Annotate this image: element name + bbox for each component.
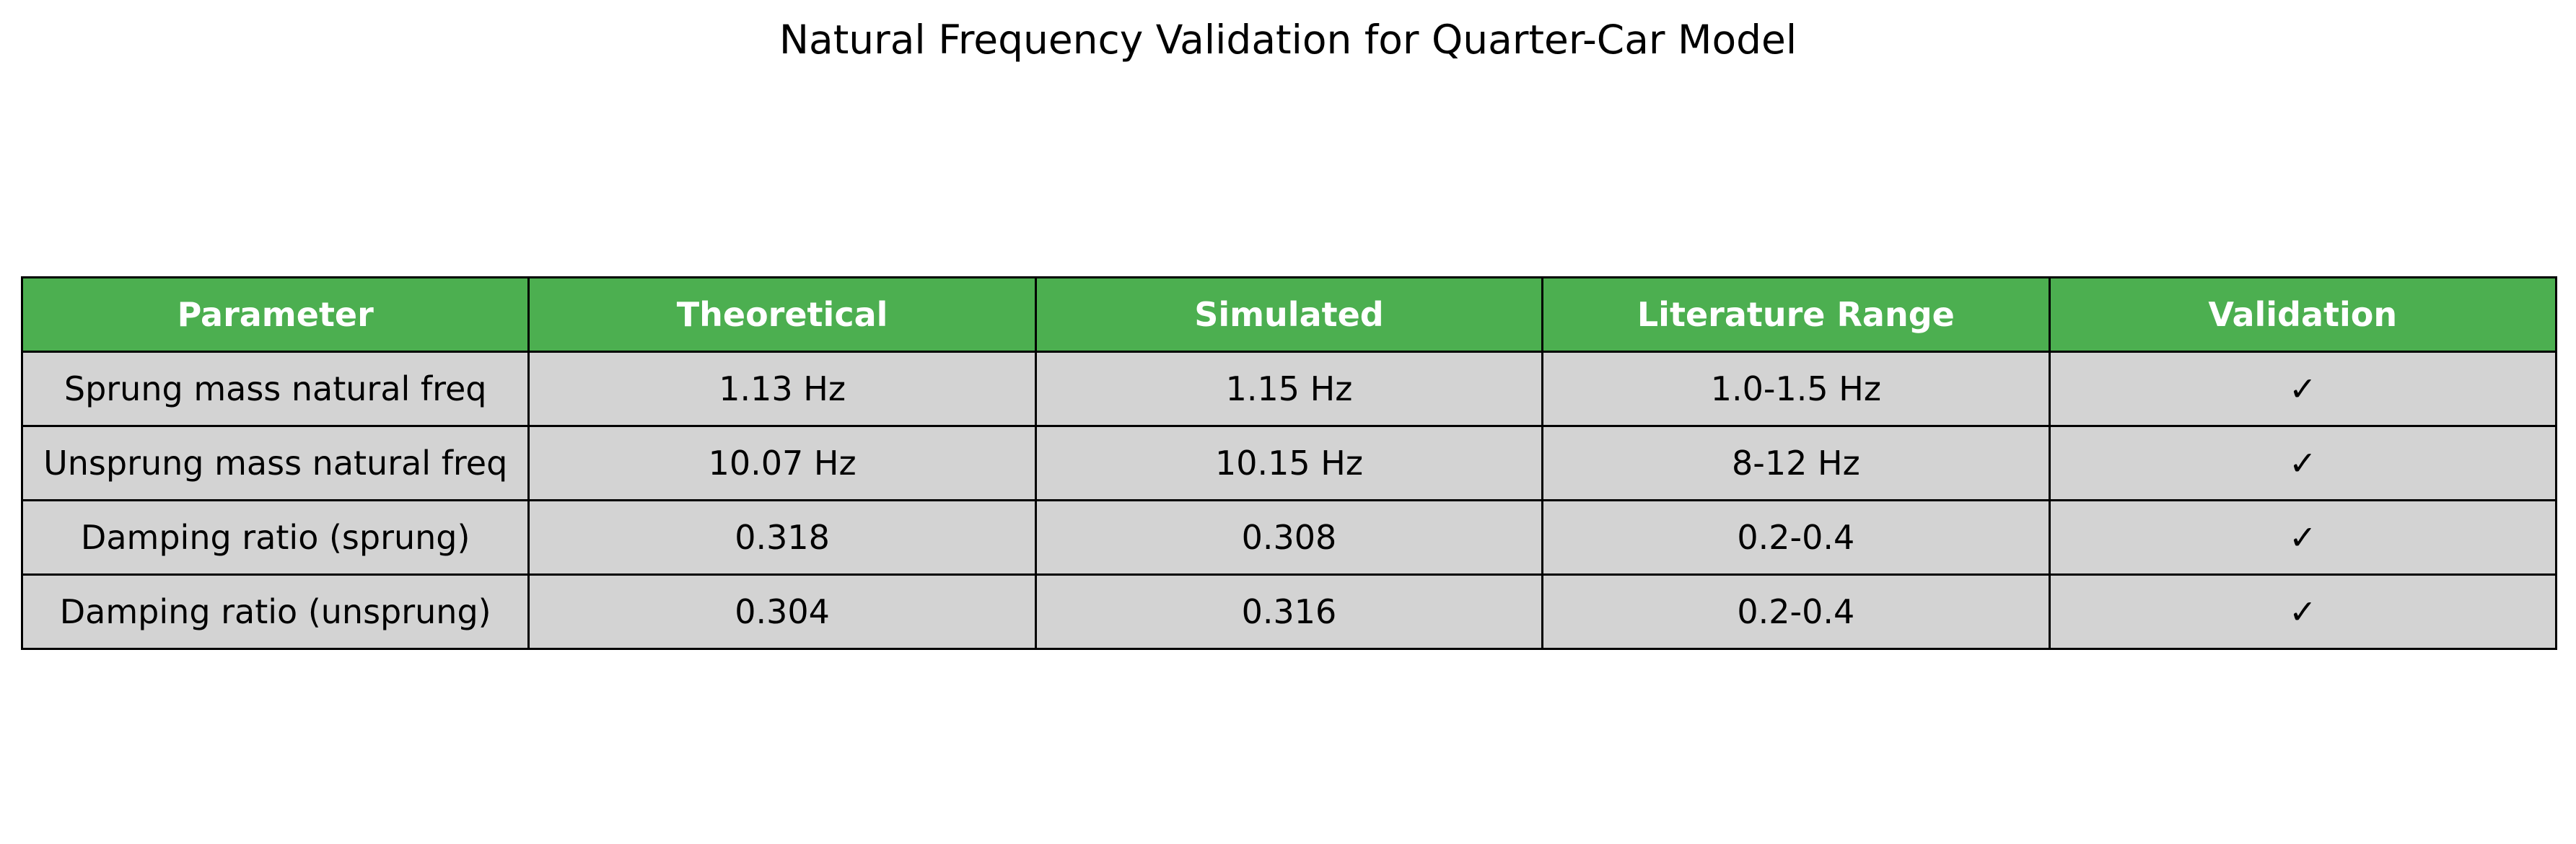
cell-theoretical: 0.304 — [527, 573, 1037, 650]
table-header-row: Parameter Theoretical Simulated Literatu… — [20, 276, 2557, 353]
table-row: Damping ratio (sprung) 0.318 0.308 0.2-0… — [20, 499, 2557, 576]
cell-parameter: Damping ratio (sprung) — [20, 499, 530, 576]
cell-simulated: 0.316 — [1034, 573, 1544, 650]
cell-parameter: Unsprung mass natural freq — [20, 425, 530, 501]
cell-literature-range: 0.2-0.4 — [1541, 499, 2051, 576]
table-row: Unsprung mass natural freq 10.07 Hz 10.1… — [20, 425, 2557, 501]
chart-title: Natural Frequency Validation for Quarter… — [779, 17, 1797, 63]
cell-simulated: 10.15 Hz — [1034, 425, 1544, 501]
validation-table-container: Parameter Theoretical Simulated Literatu… — [20, 276, 2557, 650]
header-validation: Validation — [2048, 276, 2557, 353]
cell-theoretical: 0.318 — [527, 499, 1037, 576]
cell-literature-range: 8-12 Hz — [1541, 425, 2051, 501]
cell-simulated: 1.15 Hz — [1034, 351, 1544, 427]
cell-parameter: Sprung mass natural freq — [20, 351, 530, 427]
header-theoretical: Theoretical — [527, 276, 1037, 353]
cell-theoretical: 10.07 Hz — [527, 425, 1037, 501]
cell-literature-range: 1.0-1.5 Hz — [1541, 351, 2051, 427]
header-literature-range: Literature Range — [1541, 276, 2051, 353]
header-simulated: Simulated — [1034, 276, 1544, 353]
cell-simulated: 0.308 — [1034, 499, 1544, 576]
header-parameter: Parameter — [20, 276, 530, 353]
validation-table: Parameter Theoretical Simulated Literatu… — [20, 276, 2557, 650]
cell-validation-check: ✓ — [2048, 573, 2557, 650]
cell-literature-range: 0.2-0.4 — [1541, 573, 2051, 650]
table-row: Sprung mass natural freq 1.13 Hz 1.15 Hz… — [20, 351, 2557, 427]
cell-validation-check: ✓ — [2048, 499, 2557, 576]
cell-parameter: Damping ratio (unsprung) — [20, 573, 530, 650]
cell-theoretical: 1.13 Hz — [527, 351, 1037, 427]
table-row: Damping ratio (unsprung) 0.304 0.316 0.2… — [20, 573, 2557, 650]
cell-validation-check: ✓ — [2048, 425, 2557, 501]
cell-validation-check: ✓ — [2048, 351, 2557, 427]
